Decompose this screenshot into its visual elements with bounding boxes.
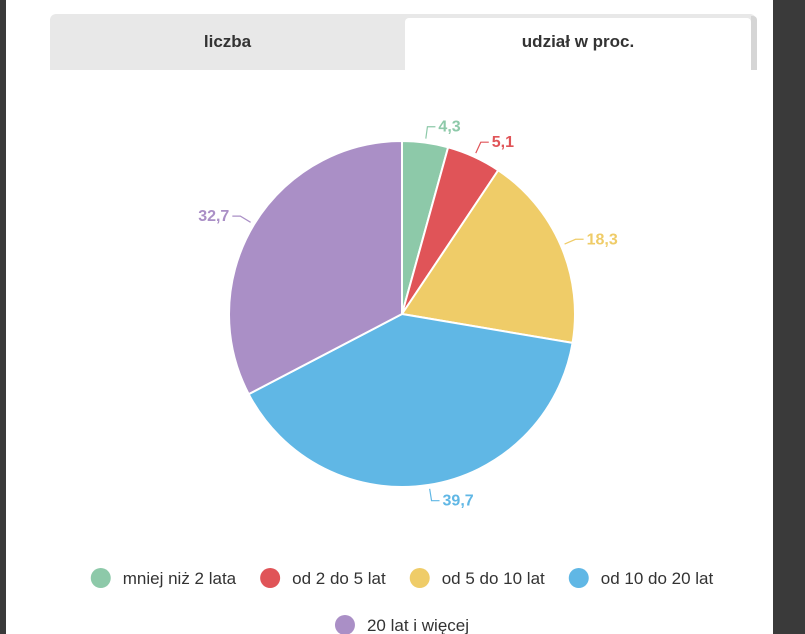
legend-item-od-2-do-5-lat[interactable]: od 2 do 5 lat bbox=[260, 568, 386, 588]
legend-label: od 10 do 20 lat bbox=[601, 569, 714, 588]
tab-bar: liczba udział w proc. bbox=[50, 14, 756, 70]
data-label-connector bbox=[425, 126, 436, 139]
legend-label: mniej niż 2 lata bbox=[123, 569, 237, 588]
data-label: 18,3 bbox=[587, 231, 618, 248]
data-label-connector bbox=[429, 488, 440, 502]
legend-label: 20 lat i więcej bbox=[367, 616, 469, 634]
tab-count[interactable]: liczba bbox=[203, 32, 252, 51]
legend-marker bbox=[568, 568, 589, 588]
legend-item-mniej-niz-2-lata[interactable]: mniej niż 2 lata bbox=[90, 568, 237, 588]
legend-label: od 5 do 10 lat bbox=[442, 569, 545, 588]
legend-marker bbox=[334, 615, 355, 634]
data-label-connector bbox=[475, 141, 489, 154]
data-label: 39,7 bbox=[443, 493, 474, 510]
pie-slice-20-lat-i-wie-cej[interactable] bbox=[228, 139, 403, 396]
legend-item-20-lat-i-wie-cej[interactable]: 20 lat i więcej bbox=[334, 615, 469, 634]
window-frame-left bbox=[0, 0, 6, 634]
legend-marker bbox=[90, 568, 111, 588]
legend-item-od-5-do-10-lat[interactable]: od 5 do 10 lat bbox=[409, 568, 545, 588]
tab-share-percent[interactable]: udział w proc. bbox=[405, 18, 751, 70]
data-label-connector bbox=[232, 215, 251, 223]
window-frame-right bbox=[773, 0, 805, 634]
pie-slice-od-5-do-10-lat[interactable] bbox=[400, 168, 576, 345]
tab-shadow bbox=[751, 16, 757, 70]
legend-marker bbox=[260, 568, 281, 588]
legend-item-od-10-do-20-lat[interactable]: od 10 do 20 lat bbox=[568, 568, 714, 588]
legend-marker bbox=[409, 568, 430, 588]
chart-panel: liczba udział w proc. bbox=[6, 0, 773, 634]
legend-label: od 2 do 5 lat bbox=[292, 569, 386, 588]
data-label: 5,1 bbox=[492, 134, 514, 151]
data-label: 4,3 bbox=[438, 119, 460, 136]
data-label-connector bbox=[564, 238, 584, 245]
data-label: 32,7 bbox=[198, 208, 229, 225]
pie-slice-od-10-do-20-lat[interactable] bbox=[247, 312, 574, 488]
